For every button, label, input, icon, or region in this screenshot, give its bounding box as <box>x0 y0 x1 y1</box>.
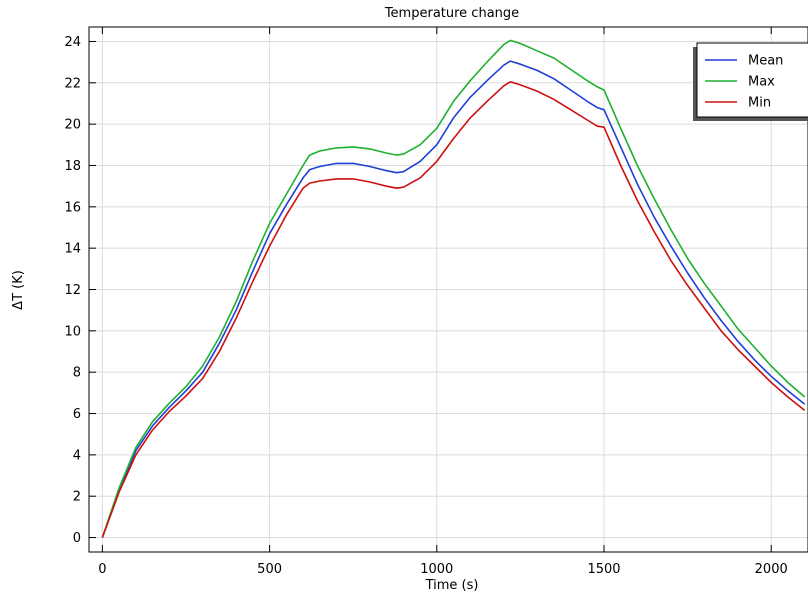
y-tick-label: 2 <box>73 490 81 505</box>
x-tick-label: 0 <box>98 562 106 577</box>
x-tick-label: 1500 <box>587 562 620 577</box>
y-axis-label: ΔT (K) <box>11 270 26 310</box>
y-tick-label: 16 <box>64 200 81 215</box>
grid <box>89 27 808 552</box>
y-tick-label: 14 <box>64 242 81 257</box>
series-line-min <box>101 81 806 538</box>
x-tick-label: 1000 <box>420 562 453 577</box>
series-line-max <box>101 39 806 538</box>
legend-box <box>696 42 808 118</box>
series-line-mean <box>101 60 806 538</box>
y-tick-label: 4 <box>73 448 81 463</box>
x-tick-label: 2000 <box>755 562 788 577</box>
legend-label-mean: Mean <box>748 54 783 69</box>
y-tick-label: 24 <box>64 35 81 50</box>
y-tick-label: 8 <box>73 366 81 381</box>
y-tick-label: 6 <box>73 407 81 422</box>
y-tick-label: 22 <box>64 76 81 91</box>
y-tick-label: 12 <box>64 283 81 298</box>
y-tick-label: 18 <box>64 159 81 174</box>
y-tick-label: 10 <box>64 324 81 339</box>
x-tick-label: 500 <box>257 562 282 577</box>
x-axis: 0 500 1000 1500 2000 <box>98 27 788 577</box>
chart-title: Temperature change <box>384 6 519 21</box>
series-lines <box>101 39 806 538</box>
y-tick-label: 0 <box>73 531 81 546</box>
y-tick-label: 20 <box>64 118 81 133</box>
legend: Mean Max Min <box>693 42 808 121</box>
x-axis-label: Time (s) <box>425 578 479 593</box>
legend-label-min: Min <box>748 96 771 111</box>
legend-label-max: Max <box>748 75 775 90</box>
